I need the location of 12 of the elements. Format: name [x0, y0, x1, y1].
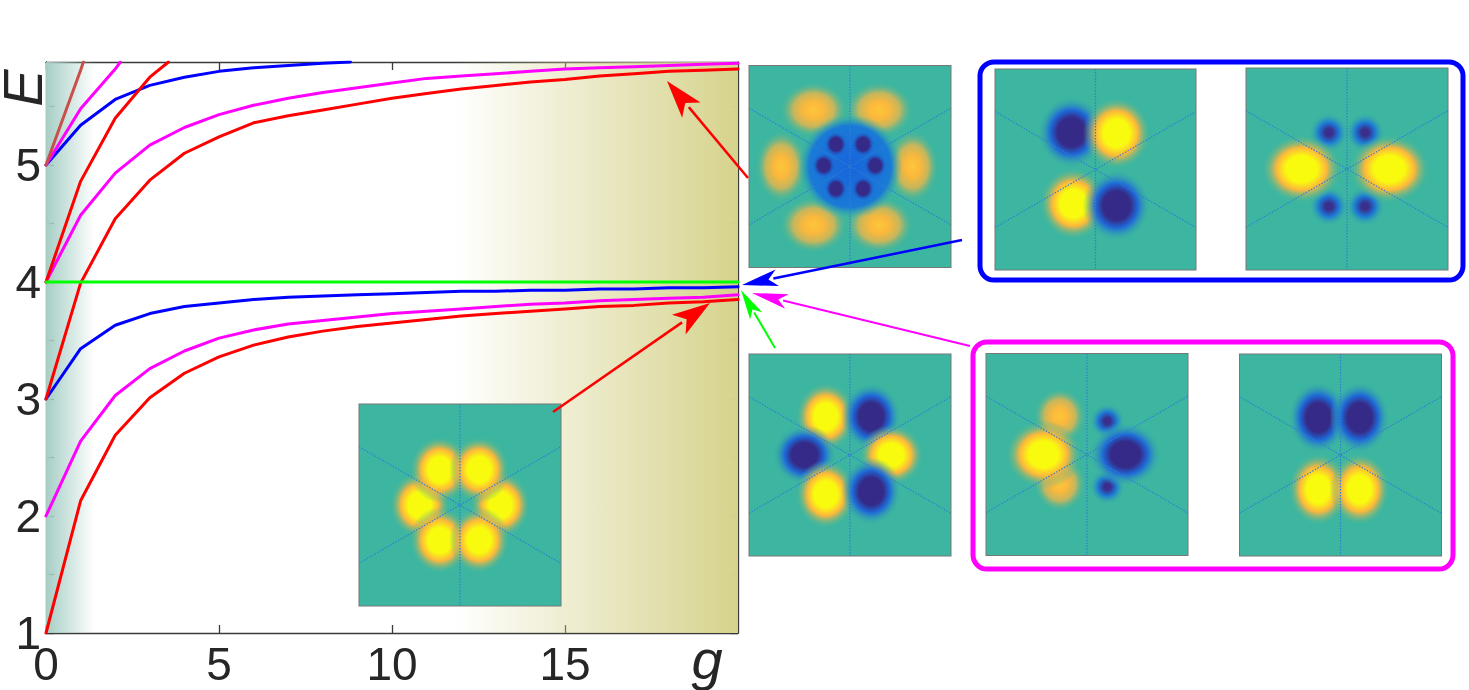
line-series [44, 60, 170, 284]
y-tick-label: 4 [15, 255, 41, 308]
x-tick-label: 5 [206, 638, 232, 690]
x-axis-title: g [691, 627, 723, 690]
line-series [44, 293, 740, 518]
x-tick-label: 15 [539, 638, 591, 690]
y-tick-label: 5 [15, 138, 41, 191]
y-tick-label: 3 [15, 372, 41, 425]
y-axis-title: E [0, 68, 54, 107]
x-tick-label: 10 [366, 638, 418, 690]
y-tick-label: 2 [15, 489, 41, 542]
line-series [44, 67, 740, 401]
